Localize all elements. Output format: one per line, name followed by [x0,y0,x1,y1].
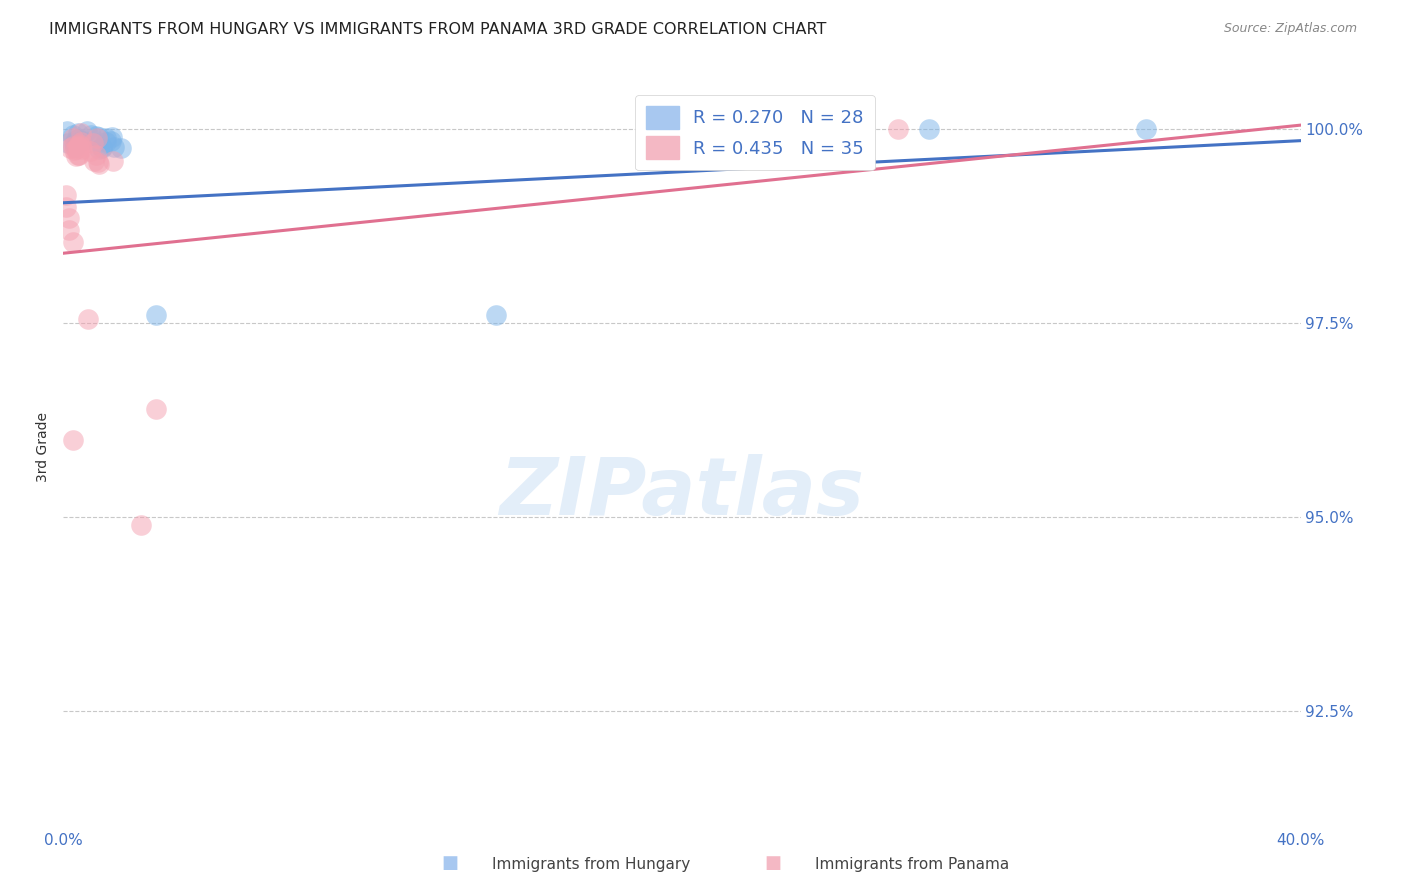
Point [62,139,84,153]
Point [90,140,112,154]
Point [63,136,86,150]
Point [887,122,910,136]
Text: IMMIGRANTS FROM HUNGARY VS IMMIGRANTS FROM PANAMA 3RD GRADE CORRELATION CHART: IMMIGRANTS FROM HUNGARY VS IMMIGRANTS FR… [49,22,827,37]
Point [59,141,82,155]
Point [63,140,86,154]
Point [67,140,90,154]
Point [94,135,117,149]
Point [79,128,101,142]
Point [62,433,84,447]
Point [67,132,90,146]
Point [87,142,110,156]
Point [76,124,98,138]
Point [101,130,124,145]
Point [67,147,90,161]
Point [65,133,87,147]
Point [63,143,86,157]
Point [100,134,122,148]
Point [58,223,80,237]
Point [62,130,84,145]
Point [67,136,90,151]
Point [87,157,110,171]
Point [67,148,90,162]
Point [56,136,79,151]
Point [84,129,107,144]
Point [62,128,84,143]
Point [70,135,93,149]
Point [918,122,941,136]
Point [101,154,124,169]
Text: ■: ■ [441,855,458,872]
Point [70,126,93,140]
Point [90,141,112,155]
Point [66,126,89,140]
Point [70,134,93,148]
Y-axis label: 3rd Grade: 3rd Grade [37,412,51,483]
Point [103,139,125,153]
Point [55,188,77,202]
Point [1135,122,1157,136]
Text: ZIPatlas: ZIPatlas [499,454,865,532]
Text: Source: ZipAtlas.com: Source: ZipAtlas.com [1223,22,1357,36]
Point [145,401,167,416]
Text: ■: ■ [765,855,782,872]
Point [129,518,152,533]
Point [70,142,93,156]
Text: Immigrants from Hungary: Immigrants from Hungary [492,857,690,872]
Point [83,153,105,168]
Point [86,131,108,145]
Point [70,139,93,153]
Point [145,309,167,323]
Point [96,130,118,145]
Point [65,149,87,163]
Point [89,129,111,144]
Point [66,139,89,153]
Text: Immigrants from Panama: Immigrants from Panama [815,857,1010,872]
Point [65,142,87,156]
Legend: R = 0.270   N = 28, R = 0.435   N = 35: R = 0.270 N = 28, R = 0.435 N = 35 [636,95,875,170]
Point [70,132,93,146]
Point [70,135,93,149]
Point [84,148,107,162]
Point [58,211,80,226]
Point [56,124,79,138]
Point [485,309,508,323]
Point [79,144,101,158]
Point [82,136,104,150]
Point [62,235,84,249]
Point [87,154,110,169]
Point [110,140,132,154]
Point [77,312,100,326]
Point [55,200,77,214]
